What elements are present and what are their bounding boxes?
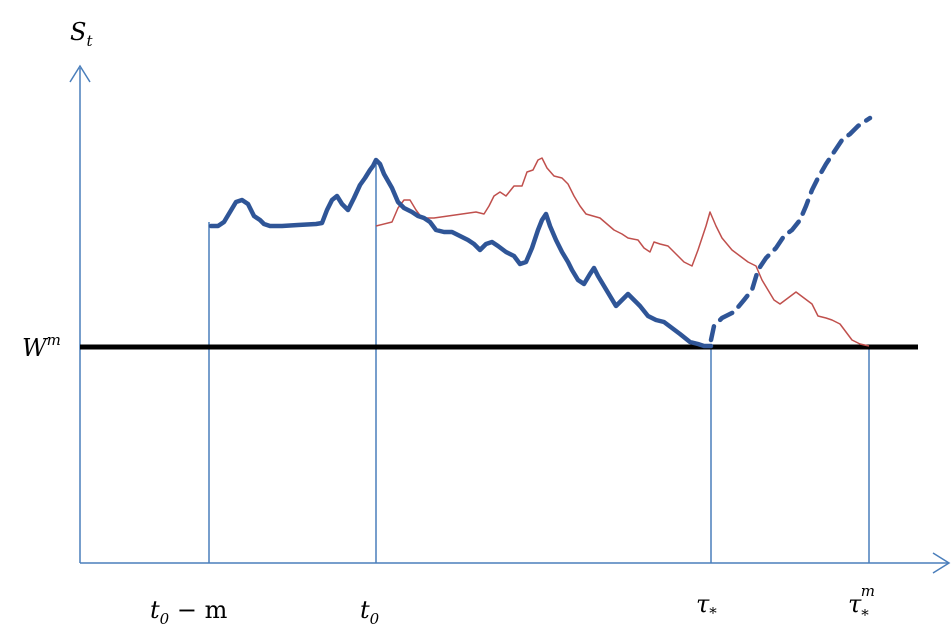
x-label-tau-star-m: τ*m xyxy=(848,582,875,624)
main-price-path xyxy=(208,157,714,349)
y-axis-arrowhead xyxy=(69,64,91,83)
alternative-price-path xyxy=(375,157,870,347)
x-axis-arrowhead xyxy=(932,552,951,574)
y-axis-label: St xyxy=(70,18,93,50)
axes xyxy=(69,64,951,574)
x-label-t0-minus-m: t0 − m xyxy=(150,596,228,628)
continuation-path xyxy=(708,115,873,343)
x-label-t0: t0 xyxy=(360,596,380,628)
barrier-label: Wm xyxy=(22,331,61,362)
x-label-tau-star: τ* xyxy=(696,590,717,622)
time-markers xyxy=(208,160,870,563)
